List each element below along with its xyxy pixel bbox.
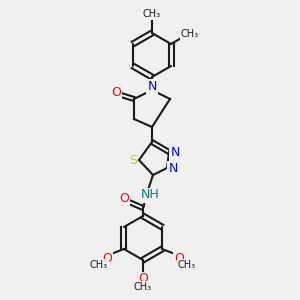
Text: O: O <box>138 272 148 286</box>
Text: CH₃: CH₃ <box>178 260 196 270</box>
Text: O: O <box>111 85 121 98</box>
Text: O: O <box>119 191 129 205</box>
Text: O: O <box>174 251 184 265</box>
Text: N: N <box>170 146 180 158</box>
Text: NH: NH <box>141 188 159 202</box>
Text: N: N <box>168 161 178 175</box>
Text: O: O <box>102 251 112 265</box>
Text: CH₃: CH₃ <box>134 282 152 292</box>
Text: CH₃: CH₃ <box>90 260 108 270</box>
Text: CH₃: CH₃ <box>181 29 199 39</box>
Text: S: S <box>129 154 137 166</box>
Text: CH₃: CH₃ <box>143 9 161 19</box>
Text: N: N <box>147 80 157 92</box>
